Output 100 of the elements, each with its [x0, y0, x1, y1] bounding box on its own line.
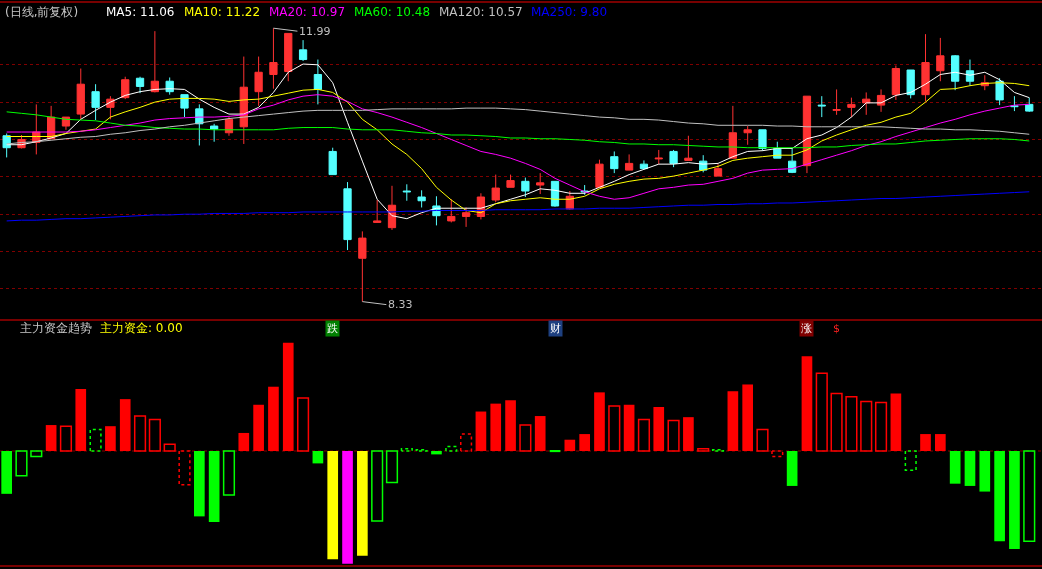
- bar: [445, 445, 458, 452]
- bar: [637, 418, 651, 452]
- bar: [845, 396, 858, 452]
- text: MA10: 11.22: [184, 5, 261, 19]
- bar: [742, 384, 754, 451]
- candlestick: [150, 30, 159, 93]
- candlestick: [906, 69, 915, 99]
- chart-title: 主力资金趋势: [20, 321, 92, 335]
- candlestick: [758, 129, 767, 152]
- bar: [697, 447, 710, 452]
- bar: [653, 407, 665, 451]
- candlestick: [891, 65, 900, 101]
- text: MA60: 10.48: [354, 5, 431, 19]
- text: MA20: 10.97: [269, 5, 346, 19]
- candlestick: [521, 177, 530, 198]
- candlestick: [832, 88, 841, 116]
- bar: [89, 428, 102, 452]
- bar: [949, 450, 961, 484]
- candlestick: [313, 59, 323, 105]
- bar: [475, 411, 487, 451]
- text: MA120: 10.57: [439, 5, 523, 19]
- bar: [1009, 450, 1020, 550]
- bar: [296, 397, 310, 452]
- bar: [505, 400, 516, 451]
- bar: [964, 450, 976, 486]
- bar: [371, 450, 384, 522]
- bar: [119, 399, 131, 451]
- candlestick: [373, 199, 382, 223]
- bar: [45, 425, 57, 451]
- bar: [400, 447, 413, 452]
- candlestick: [269, 27, 278, 90]
- candlestick: [328, 147, 337, 176]
- bar: [490, 403, 502, 451]
- bar: [222, 450, 236, 496]
- bar: [75, 388, 87, 451]
- bar: [163, 443, 176, 452]
- bar: [312, 450, 324, 464]
- bar: [59, 425, 73, 452]
- bar: [904, 450, 917, 471]
- candlestick: [654, 149, 663, 165]
- bar: [786, 450, 798, 486]
- bar: [148, 418, 161, 452]
- candlestick: [506, 174, 515, 188]
- bar: [178, 450, 191, 486]
- candlestick: [951, 54, 960, 91]
- candlestick: [684, 135, 693, 161]
- text: MA5: 11.06: [106, 5, 175, 19]
- chart-title: (日线,前复权): [5, 5, 79, 19]
- candlestick: [788, 147, 797, 174]
- bar: [771, 450, 784, 458]
- candlestick: [817, 95, 826, 118]
- candlestick: [847, 97, 856, 118]
- candlestick: [210, 123, 219, 143]
- bar: [193, 450, 205, 517]
- candlestick: [610, 150, 619, 174]
- bar: [594, 392, 605, 451]
- candlestick: [743, 125, 752, 146]
- candlestick: [461, 206, 471, 228]
- candlestick: [254, 56, 263, 107]
- candlestick: [713, 163, 723, 177]
- bar: [801, 356, 813, 451]
- bar: [667, 419, 680, 452]
- candlestick: [936, 37, 945, 82]
- x-tick-label: 财: [550, 322, 561, 335]
- bar: [519, 424, 532, 452]
- candlestick: [669, 149, 678, 168]
- bar: [860, 400, 873, 452]
- bar: [15, 450, 28, 477]
- bar: [874, 401, 888, 452]
- candlestick: [995, 77, 1004, 106]
- x-tick-label: 跌: [327, 322, 338, 335]
- candlestick: [447, 198, 456, 223]
- candlestick: [491, 174, 500, 203]
- candlestick: [76, 68, 85, 120]
- bar: [268, 386, 279, 451]
- bar: [1023, 450, 1036, 542]
- x-tick-label: 涨: [801, 322, 812, 335]
- bar: [579, 434, 590, 451]
- candlestick: [402, 183, 411, 202]
- bar: [920, 434, 931, 451]
- bar: [979, 450, 991, 492]
- bar: [30, 450, 43, 458]
- bar: [327, 450, 339, 560]
- candlestick: [921, 33, 930, 102]
- candlestick: [1025, 97, 1034, 113]
- bar: [727, 391, 739, 451]
- candlestick: [121, 76, 130, 100]
- candlestick: [417, 189, 426, 208]
- candlestick: [135, 76, 145, 94]
- candlestick: [862, 91, 871, 116]
- bar: [105, 426, 116, 451]
- candlestick: [165, 76, 174, 96]
- text: 主力资金: 0.00: [100, 321, 183, 335]
- bar: [253, 404, 264, 451]
- candlestick: [595, 159, 604, 188]
- bar: [683, 417, 694, 451]
- bar: [385, 450, 399, 484]
- bar: [282, 342, 294, 451]
- bar: [890, 393, 902, 451]
- bar: [431, 450, 442, 455]
